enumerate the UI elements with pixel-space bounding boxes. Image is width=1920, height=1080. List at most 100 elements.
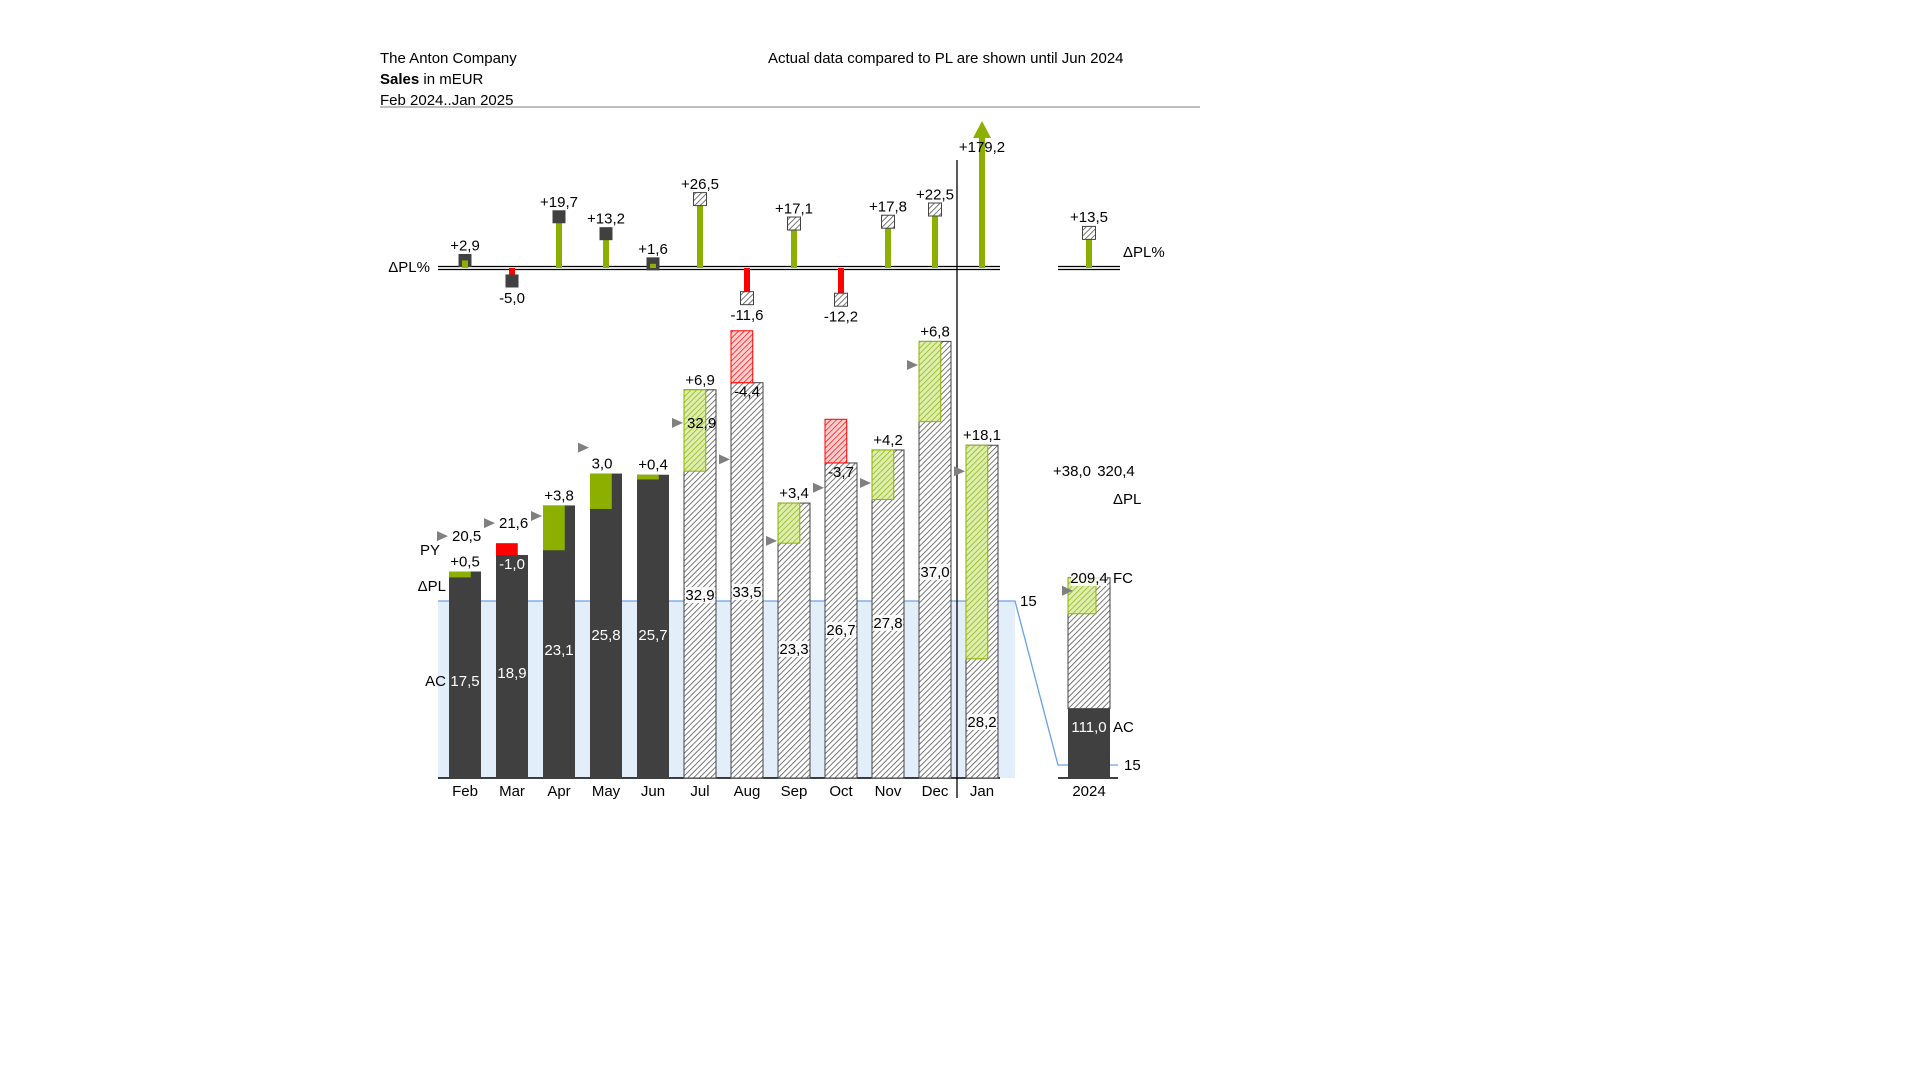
delta-pl-bar (496, 543, 518, 555)
category-label-apr: Apr (547, 783, 570, 800)
value-label-bg (967, 714, 997, 730)
delta-pl-label: -1,0 (499, 556, 525, 573)
bar-apr (543, 505, 575, 778)
category-label-jul: Jul (690, 783, 709, 800)
category-label-oct: Oct (829, 783, 853, 800)
pct-pin-head (834, 292, 848, 307)
value-label: 25,8 (591, 627, 620, 644)
value-label: 37,0 (920, 564, 949, 581)
value-label: 33,5 (732, 584, 761, 601)
category-label-jun: Jun (641, 783, 665, 800)
delta-pl-label: +0,4 (638, 457, 668, 474)
category-label-mar: Mar (499, 783, 525, 800)
delta-pl-label: 3,0 (592, 456, 613, 473)
total-row-label-dpl: ΔPL (1113, 491, 1141, 508)
pct-label: +1,6 (638, 241, 668, 258)
value-label: 27,8 (873, 615, 902, 632)
delta-pl-label: +6,9 (685, 372, 715, 389)
total-category-label: 2024 (1072, 783, 1105, 800)
chart-note: Actual data compared to PL are shown unt… (768, 50, 1124, 67)
measure-title: Sales in mEUR (380, 69, 517, 90)
pct-pin-stem (979, 138, 985, 268)
py-marker (860, 478, 871, 488)
py-value-label: 20,5 (452, 528, 481, 545)
row-label-dpl: ΔPL (418, 578, 446, 595)
py-marker (813, 482, 824, 493)
value-label-bg (685, 587, 715, 603)
total-row-label-ac: AC (1113, 719, 1134, 736)
delta-pl-label: -3,7 (828, 464, 854, 481)
delta-pl-bar (965, 444, 989, 660)
pct-pin-stem (556, 216, 562, 268)
pct-pin-stem (791, 223, 797, 268)
pct-label: -12,2 (824, 309, 858, 326)
category-label-dec: Dec (922, 783, 949, 800)
pct-pin-core (462, 260, 468, 268)
value-label: 32,9 (685, 587, 714, 604)
pct-pin-stem (885, 221, 891, 268)
pct-row-label: ΔPL% (388, 259, 430, 276)
pct-label: -5,0 (499, 290, 525, 307)
pct-pin-stem (932, 209, 938, 268)
delta-pl-label: +6,8 (920, 323, 950, 340)
company-name: The Anton Company (380, 50, 517, 67)
category-label-feb: Feb (452, 783, 478, 800)
pct-label: +19,7 (540, 194, 578, 211)
bar-may (590, 473, 622, 778)
delta-pl-label: +0,5 (450, 554, 480, 571)
category-label-sep: Sep (781, 783, 808, 800)
pct-label-total: +13,5 (1070, 209, 1108, 226)
pct-label: +17,1 (775, 201, 813, 218)
total-ac-label: 111,0 (1071, 719, 1106, 736)
total-fc-label: 209,4 (1070, 570, 1108, 587)
measure-unit: in mEUR (419, 71, 484, 88)
pct-pin-stem (697, 199, 703, 268)
delta-pl-bar (777, 502, 801, 544)
py-value-label: 21,6 (499, 515, 528, 532)
period-label: Feb 2024..Jan 2025 (380, 92, 514, 109)
bar-aug (730, 382, 764, 779)
pct-label: +17,8 (869, 199, 907, 216)
bar-sep (777, 502, 811, 779)
total-fc-label-bg (1071, 570, 1107, 586)
pct-outlier-arrow (973, 121, 991, 138)
pct-pin-core (650, 263, 656, 268)
pct-pin-stem (838, 268, 844, 300)
pct-label: +2,9 (450, 237, 480, 254)
delta-pl-label: -4,4 (734, 384, 760, 401)
delta-pl-bar (918, 340, 942, 423)
delta-pl-bar (543, 505, 565, 551)
delta-pl-label: +3,4 (779, 485, 809, 502)
value-label: 17,5 (450, 673, 479, 690)
total-delta-label: +38,0 (1053, 463, 1091, 480)
py-marker (484, 518, 495, 529)
category-label-may: May (592, 783, 621, 800)
value-label-bg (873, 615, 903, 631)
pct-pin-stem (603, 233, 609, 268)
category-label-jan: Jan (970, 783, 994, 800)
pct-pin-head (599, 227, 613, 241)
delta-pl-bar (871, 449, 895, 501)
value-label: 25,7 (638, 627, 667, 644)
pct-label: +26,5 (681, 176, 719, 193)
value-label: 18,9 (497, 665, 526, 682)
bar-mar (496, 554, 528, 778)
value-label-bg (920, 564, 950, 580)
row-label-py: PY (420, 542, 440, 559)
row-label-ac: AC (425, 673, 446, 690)
value-label: 28,2 (967, 714, 996, 731)
category-label-aug: Aug (734, 783, 761, 800)
value-label-bg (732, 584, 762, 600)
bar-oct (824, 462, 858, 779)
labels-layer: 15 15 17,5 +0,5 Feb 20,5 18,9 -1,0 Mar 21,6 23,1 +3… (388, 139, 1164, 800)
py-marker (719, 454, 730, 465)
chart-header: The Anton Company Sales in mEUR Feb 2024… (380, 48, 517, 111)
pct-label: +179,2 (959, 139, 1005, 156)
value-label: 23,1 (544, 642, 573, 659)
pct-pin-stem (744, 268, 750, 299)
value-label-bg (779, 641, 809, 657)
pct-label: +22,5 (916, 187, 954, 204)
py-marker (437, 531, 448, 542)
bar-nov (871, 449, 905, 779)
